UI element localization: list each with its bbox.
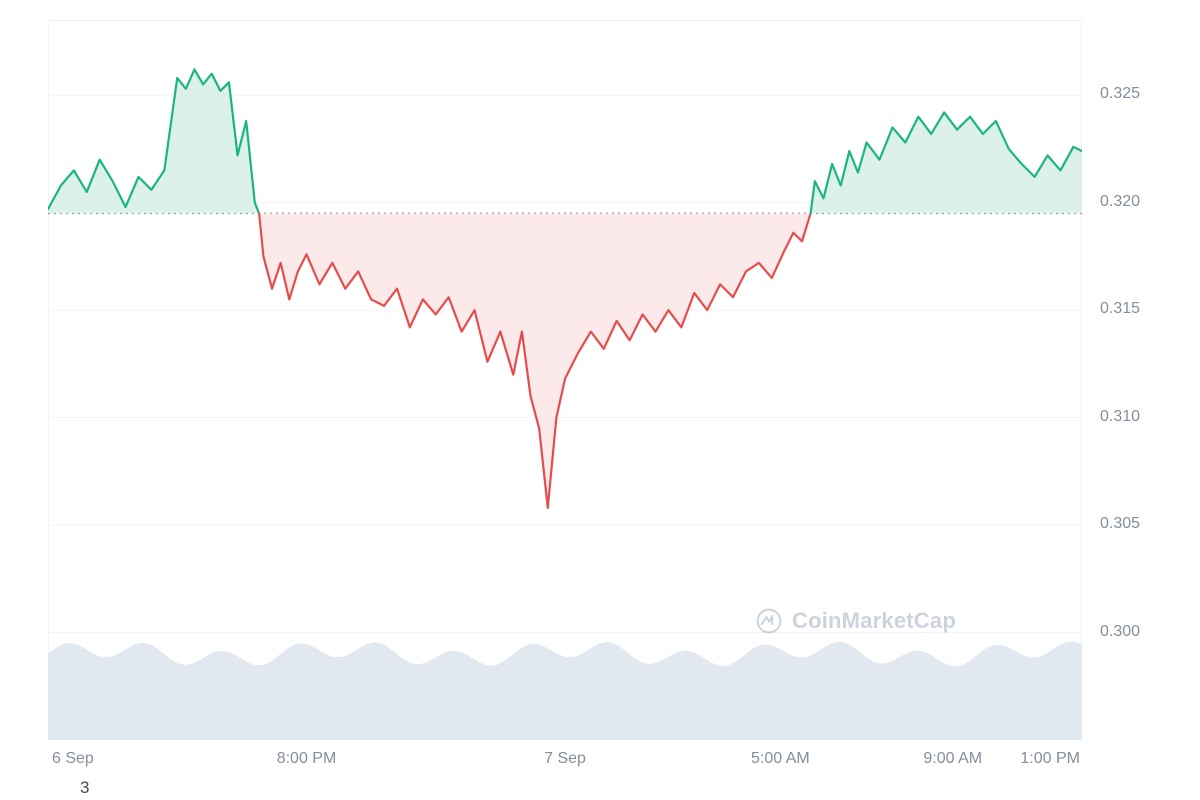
footer-number: 3 xyxy=(80,778,89,798)
y-tick-label: 0.315 xyxy=(1100,300,1140,318)
y-tick-label: 0.325 xyxy=(1100,85,1140,103)
x-tick-label: 9:00 AM xyxy=(923,750,982,768)
y-tick-label: 0.305 xyxy=(1100,515,1140,533)
y-tick-label: 0.320 xyxy=(1100,193,1140,211)
coinmarketcap-watermark: CoinMarketCap xyxy=(756,608,956,634)
x-tick-label: 6 Sep xyxy=(52,750,94,768)
x-tick-label: 7 Sep xyxy=(544,750,586,768)
y-tick-label: 0.300 xyxy=(1100,623,1140,641)
x-tick-label: 8:00 PM xyxy=(277,750,337,768)
y-tick-label: 0.310 xyxy=(1100,408,1140,426)
coinmarketcap-logo-icon xyxy=(756,608,782,634)
watermark-text: CoinMarketCap xyxy=(792,608,956,634)
x-tick-label: 5:00 AM xyxy=(751,750,810,768)
x-tick-label: 1:00 PM xyxy=(1020,750,1080,768)
price-chart: CoinMarketCap 3 0.300 0.305 0.310 0.315 0.32… xyxy=(0,0,1200,800)
